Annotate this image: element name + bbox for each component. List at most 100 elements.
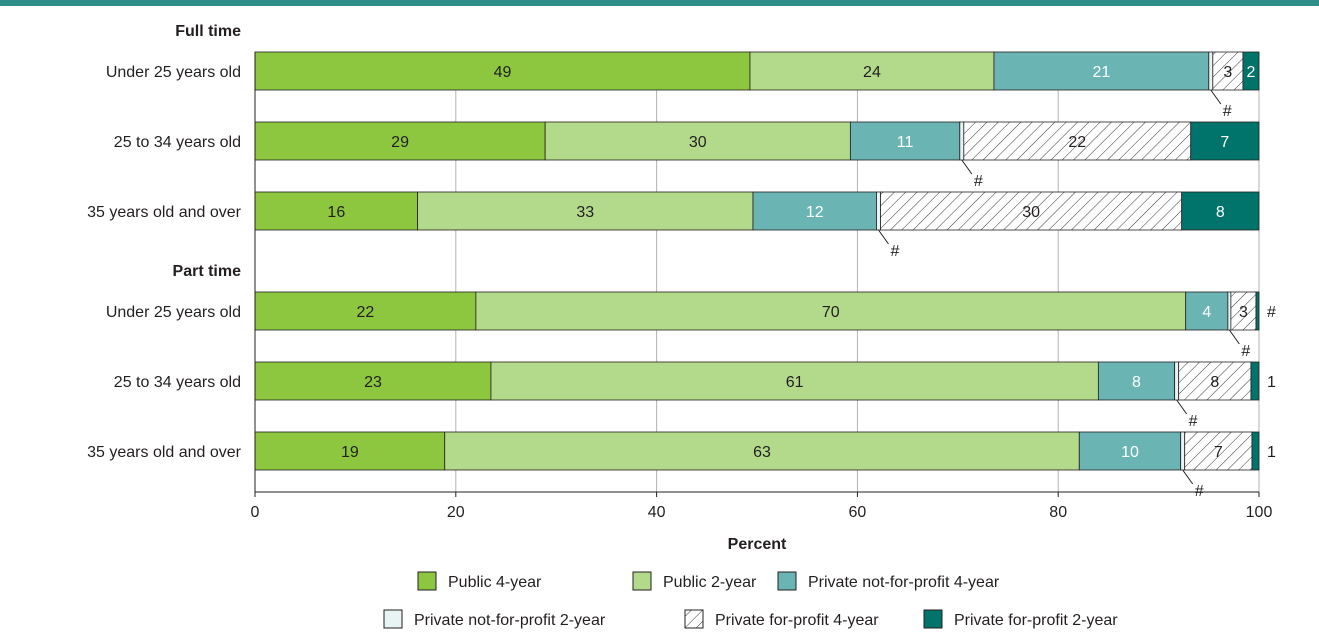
bar-segment-1-1-2 (1097, 361, 1176, 401)
category-label-0-2: 35 years old and over (87, 204, 242, 221)
bar-segment-0-2-3 (876, 191, 881, 231)
x-tick-label-20: 20 (447, 504, 465, 521)
bar-segment-0-0-3 (1208, 51, 1214, 91)
bar-segment-1-0-5 (1255, 291, 1260, 331)
value-label-0-2-5: 8 (1216, 204, 1225, 221)
x-tick-label-60: 60 (849, 504, 867, 521)
bar-segment-0-1-3 (959, 121, 965, 161)
bar-segment-1-1-4 (1178, 361, 1252, 401)
group-label-0: Full time (175, 23, 241, 40)
bar-segment-0-2-0 (254, 191, 419, 231)
x-tick-label-80: 80 (1049, 504, 1067, 521)
value-label-0-0-3: # (1223, 103, 1232, 120)
bar-segment-0-1-1 (544, 121, 851, 161)
legend-swatch-2 (777, 571, 797, 591)
leader-line-1-2 (1182, 469, 1194, 485)
value-label-0-2-2: 12 (806, 204, 824, 221)
x-axis: 0 20 40 60 80 100 (251, 52, 1273, 521)
bar-segment-1-2-0 (254, 431, 446, 471)
category-label-1-1: 25 to 34 years old (114, 374, 241, 391)
legend-label-5: Private for-profit 2-year (954, 612, 1118, 629)
legend-swatch-3 (383, 609, 403, 629)
value-label-1-2-2: 10 (1121, 444, 1139, 461)
value-label-0-1-4: 22 (1068, 134, 1086, 151)
value-label-1-0-2: 4 (1202, 304, 1211, 321)
value-label-1-0-3: # (1241, 343, 1250, 360)
legend: Public 4-year Public 2-year Private not-fo… (383, 571, 1118, 629)
value-label-0-1-5: 7 (1220, 134, 1229, 151)
bar-segment-1-1-3 (1174, 361, 1180, 401)
value-label-0-0-4: 3 (1223, 64, 1232, 81)
value-label-0-2-1: 33 (576, 204, 594, 221)
leader-line-1-0 (1228, 329, 1240, 345)
value-label-1-0-0: 22 (357, 304, 375, 321)
bar-segment-0-0-1 (749, 51, 995, 91)
bar-segment-1-0-1 (475, 291, 1187, 331)
legend-label-2: Private not-for-profit 4-year (808, 574, 1000, 591)
group-label-1: Part time (173, 263, 242, 280)
value-label-0-0-2: 21 (1092, 64, 1110, 81)
bar-segment-1-0-0 (254, 291, 477, 331)
bar-segment-0-1-4 (963, 121, 1192, 161)
legend-swatch-0 (417, 571, 437, 591)
bar-segment-0-1-2 (849, 121, 961, 161)
value-label-1-2-1: 63 (753, 444, 771, 461)
bar-segment-1-0-3 (1227, 291, 1232, 331)
bar-segment-0-2-1 (417, 191, 754, 231)
value-label-1-2-4: 7 (1214, 444, 1223, 461)
value-label-1-0-4: 3 (1239, 304, 1248, 321)
outside-label-1-1: 1 (1267, 374, 1276, 391)
top-border (0, 0, 1319, 6)
outside-label-1-0: # (1267, 304, 1276, 321)
value-label-1-1-4: 8 (1210, 374, 1219, 391)
value-label-0-2-4: 30 (1022, 204, 1040, 221)
legend-label-0: Public 4-year (448, 574, 542, 591)
value-label-1-1-2: 8 (1132, 374, 1141, 391)
category-label-0-1: 25 to 34 years old (114, 134, 241, 151)
leader-line-0-1 (961, 159, 973, 175)
leader-line-0-0 (1210, 89, 1222, 105)
bar-segment-1-2-3 (1180, 431, 1186, 471)
value-label-0-1-0: 29 (391, 134, 409, 151)
value-label-1-1-1: 61 (786, 374, 804, 391)
bar-segment-0-2-4 (880, 191, 1183, 231)
legend-swatch-5 (923, 609, 943, 629)
value-label-1-1-3: # (1189, 413, 1198, 430)
bar-segment-1-2-5 (1251, 431, 1260, 471)
x-tick-label-100: 100 (1246, 504, 1273, 521)
category-label-0-0: Under 25 years old (106, 64, 241, 81)
bar-segment-1-2-2 (1078, 431, 1182, 471)
bar-segment-1-0-4 (1230, 291, 1257, 331)
bar-segment-1-2-4 (1184, 431, 1253, 471)
value-label-0-2-0: 16 (327, 204, 345, 221)
bar-segment-0-0-5 (1242, 51, 1260, 91)
value-label-1-2-0: 19 (341, 444, 359, 461)
value-label-0-1-3: # (974, 173, 983, 190)
value-label-0-0-0: 49 (494, 64, 512, 81)
value-label-0-2-3: # (890, 243, 899, 260)
x-axis-title: Percent (728, 536, 787, 553)
bar-segment-1-0-2 (1185, 291, 1229, 331)
legend-label-4: Private for-profit 4-year (715, 612, 879, 629)
legend-label-3: Private not-for-profit 2-year (414, 612, 606, 629)
value-label-0-1-2: 11 (897, 134, 914, 151)
bar-segment-0-1-0 (254, 121, 546, 161)
gridlines (455, 52, 1260, 492)
bar-segment-1-1-5 (1250, 361, 1260, 401)
value-label-0-0-5: 2 (1247, 64, 1256, 81)
leader-line-0-2 (878, 229, 889, 245)
bar-segment-0-1-5 (1190, 121, 1260, 161)
category-label-1-0: Under 25 years old (106, 304, 241, 321)
value-label-1-1-0: 23 (364, 374, 382, 391)
value-label-0-1-1: 30 (689, 134, 707, 151)
value-label-0-0-1: 24 (863, 64, 881, 81)
x-tick-label-0: 0 (251, 504, 260, 521)
legend-swatch-1 (632, 571, 652, 591)
legend-label-1: Public 2-year (663, 574, 757, 591)
legend-swatch-4 (684, 609, 704, 629)
bar-segment-1-1-1 (490, 361, 1099, 401)
outside-label-1-2: 1 (1267, 444, 1276, 461)
bar-segment-0-2-5 (1181, 191, 1260, 231)
